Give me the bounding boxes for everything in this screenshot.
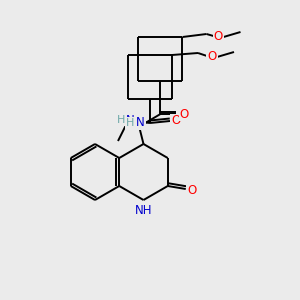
Text: O: O [180,107,189,121]
Text: O: O [214,31,223,44]
Text: NH: NH [135,203,152,217]
Text: O: O [187,184,196,196]
Text: H: H [126,118,135,128]
Text: O: O [171,115,181,128]
Text: H: H [117,115,125,125]
Text: N: N [126,113,134,127]
Text: N: N [136,116,145,130]
Text: O: O [207,50,217,64]
